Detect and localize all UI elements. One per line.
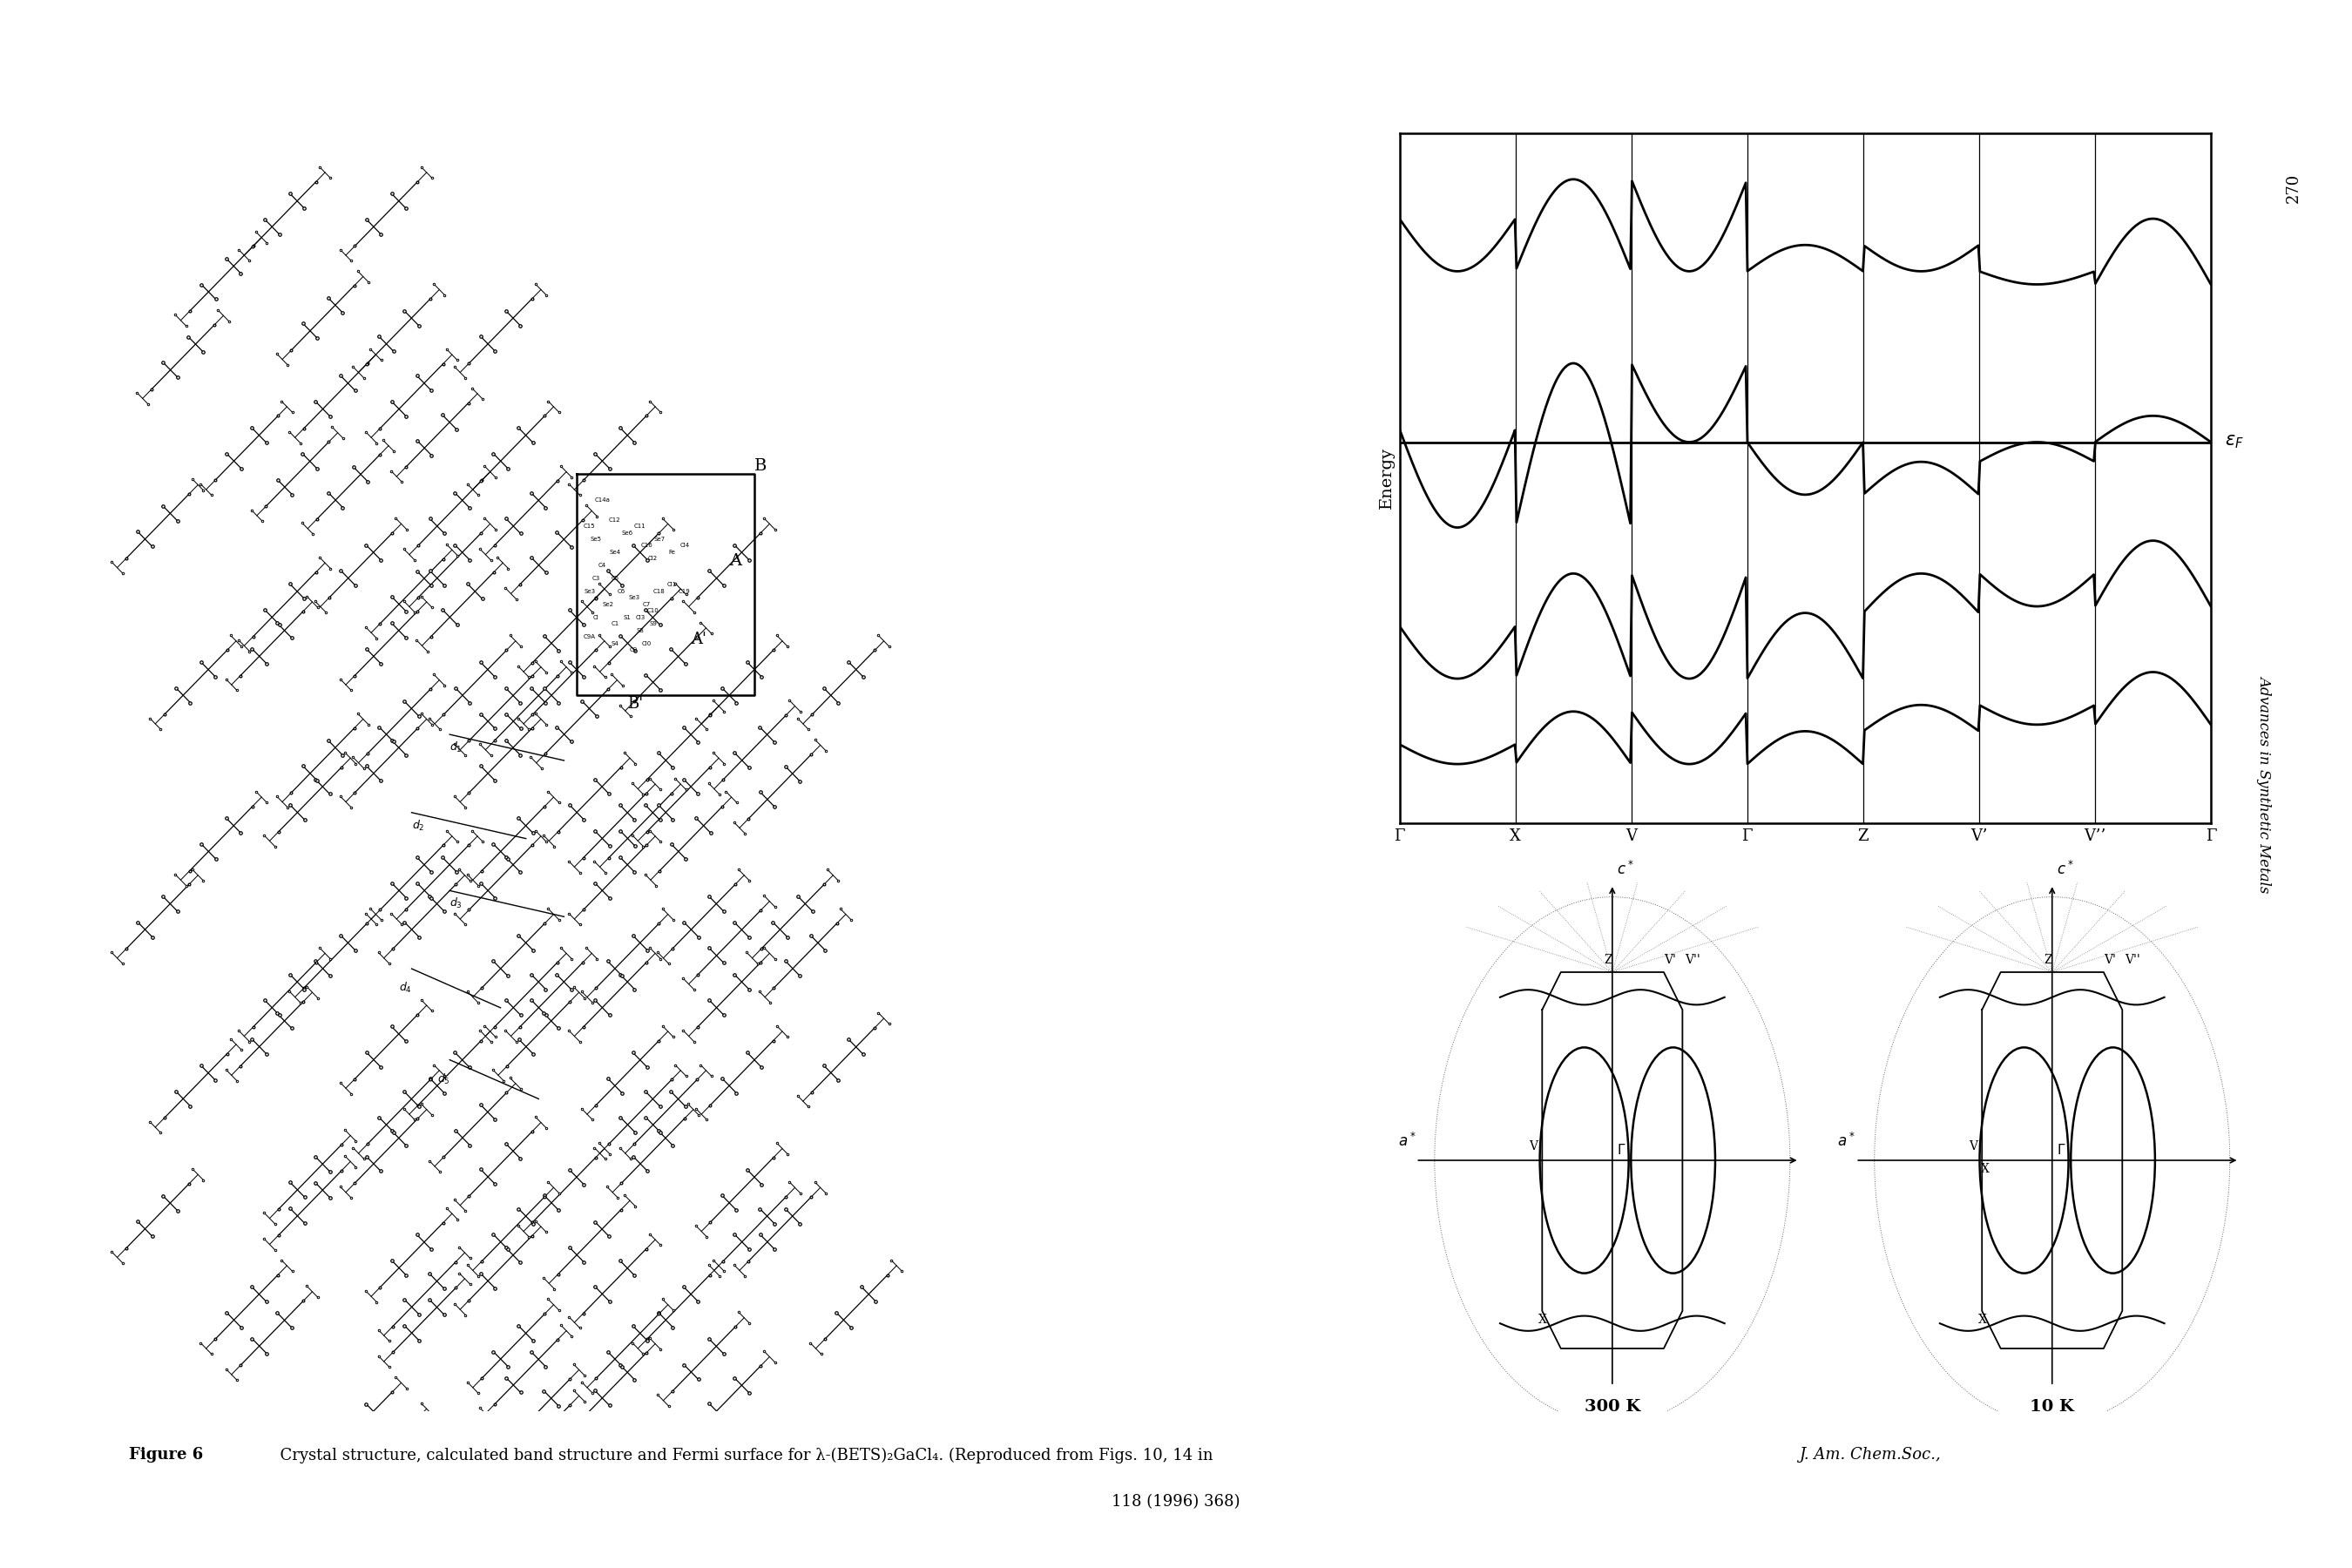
Text: A: A bbox=[729, 554, 741, 569]
Text: Cl4: Cl4 bbox=[680, 543, 689, 549]
Text: S1: S1 bbox=[623, 615, 630, 619]
Text: 10 K: 10 K bbox=[2030, 1399, 2074, 1414]
Text: Se3: Se3 bbox=[628, 596, 640, 601]
Text: V: V bbox=[1969, 1140, 1978, 1152]
Text: V': V' bbox=[2103, 953, 2117, 966]
Text: $\varepsilon_F$: $\varepsilon_F$ bbox=[2225, 434, 2244, 450]
Text: C15: C15 bbox=[583, 524, 595, 528]
Text: Cl: Cl bbox=[593, 615, 600, 619]
Text: $a^*$: $a^*$ bbox=[1397, 1132, 1416, 1151]
Text: C14a: C14a bbox=[595, 497, 609, 503]
Text: C12: C12 bbox=[609, 517, 621, 522]
Text: C1: C1 bbox=[612, 621, 619, 627]
Text: C5: C5 bbox=[612, 575, 619, 580]
Text: Se5: Se5 bbox=[590, 536, 602, 543]
Text: Cl3: Cl3 bbox=[635, 615, 644, 619]
Text: J. Am. Chem.Soc.,: J. Am. Chem.Soc., bbox=[1799, 1447, 1940, 1463]
Text: $c^*$: $c^*$ bbox=[2056, 861, 2074, 878]
Text: $\Gamma$: $\Gamma$ bbox=[2056, 1143, 2065, 1157]
Text: 270: 270 bbox=[2286, 172, 2300, 204]
Text: X: X bbox=[1538, 1314, 1548, 1327]
Y-axis label: Energy: Energy bbox=[1378, 447, 1395, 510]
Text: 118 (1996) 368): 118 (1996) 368) bbox=[1112, 1494, 1240, 1510]
Text: C11: C11 bbox=[635, 524, 647, 528]
Text: Z: Z bbox=[2044, 953, 2051, 966]
Text: $\Gamma$: $\Gamma$ bbox=[1616, 1143, 1625, 1157]
Text: $d_3$: $d_3$ bbox=[449, 897, 463, 911]
Text: Cl2: Cl2 bbox=[649, 557, 659, 561]
Text: Z: Z bbox=[1604, 953, 1611, 966]
Text: C6: C6 bbox=[616, 588, 626, 594]
Text: B: B bbox=[755, 458, 767, 474]
Text: B': B' bbox=[628, 696, 644, 712]
Text: Se4: Se4 bbox=[609, 550, 621, 555]
Text: S9: S9 bbox=[649, 621, 656, 627]
Text: $d_4$: $d_4$ bbox=[400, 982, 412, 996]
Text: $d_2$: $d_2$ bbox=[412, 818, 423, 833]
Text: Se7: Se7 bbox=[654, 536, 666, 543]
Text: X: X bbox=[1980, 1163, 1990, 1176]
Text: Fe: Fe bbox=[668, 550, 675, 555]
Text: Se3: Se3 bbox=[583, 588, 595, 594]
Text: $c^*$: $c^*$ bbox=[1616, 861, 1635, 878]
Text: Advances in Synthetic Metals: Advances in Synthetic Metals bbox=[2258, 676, 2272, 892]
Text: C4: C4 bbox=[597, 563, 607, 568]
Text: C9: C9 bbox=[630, 648, 637, 652]
Text: C3: C3 bbox=[593, 575, 600, 580]
Text: V': V' bbox=[1663, 953, 1677, 966]
Text: Se2: Se2 bbox=[602, 602, 614, 607]
Text: Cl1: Cl1 bbox=[668, 582, 677, 588]
Text: Se6: Se6 bbox=[621, 530, 633, 535]
Text: C16: C16 bbox=[640, 543, 652, 549]
Text: X: X bbox=[1978, 1314, 1987, 1327]
Text: V'': V'' bbox=[1686, 953, 1700, 966]
Text: C18: C18 bbox=[654, 588, 666, 594]
Text: Figure 6: Figure 6 bbox=[129, 1447, 205, 1463]
Text: V'': V'' bbox=[2126, 953, 2140, 966]
Text: S4: S4 bbox=[612, 641, 619, 646]
Text: A': A' bbox=[691, 632, 706, 648]
Text: $d_1$: $d_1$ bbox=[449, 740, 463, 754]
Text: S8: S8 bbox=[637, 627, 644, 633]
Text: C19: C19 bbox=[680, 588, 691, 594]
Text: Crystal structure, calculated band structure and Fermi surface for λ-(BETS)₂GaCl: Crystal structure, calculated band struc… bbox=[270, 1447, 1218, 1463]
Text: V: V bbox=[1529, 1140, 1538, 1152]
Text: C7: C7 bbox=[642, 602, 652, 607]
Text: C9A: C9A bbox=[583, 633, 595, 640]
Text: 300 K: 300 K bbox=[1585, 1399, 1639, 1414]
Text: C10: C10 bbox=[647, 608, 659, 613]
Text: Cl0: Cl0 bbox=[642, 641, 652, 646]
Text: $a^*$: $a^*$ bbox=[1837, 1132, 1856, 1151]
Text: $d_5$: $d_5$ bbox=[437, 1073, 449, 1087]
